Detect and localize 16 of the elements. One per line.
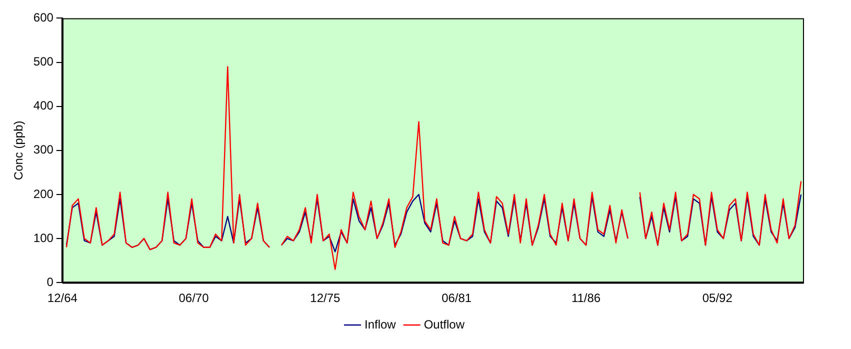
y-tick-label: 600 <box>33 10 54 25</box>
legend-label: Inflow <box>364 317 396 332</box>
x-tick-label: 11/86 <box>571 291 601 306</box>
y-axis-title: Conc (ppb) <box>12 120 26 180</box>
y-tick-label: 200 <box>33 186 54 201</box>
y-tick-label: 0 <box>46 274 54 289</box>
x-tick-label: 06/70 <box>178 291 210 306</box>
x-tick-label: 05/92 <box>702 291 733 306</box>
y-tick-label: 400 <box>33 98 54 113</box>
x-tick-label: 06/81 <box>442 291 472 306</box>
x-tick-label: 12/75 <box>310 291 341 306</box>
y-tick-label: 500 <box>33 54 54 69</box>
y-tick-label: 300 <box>33 142 54 157</box>
y-tick-label: 100 <box>33 230 54 245</box>
legend-label: Outflow <box>424 317 465 332</box>
x-tick-label: 12/64 <box>47 291 78 306</box>
